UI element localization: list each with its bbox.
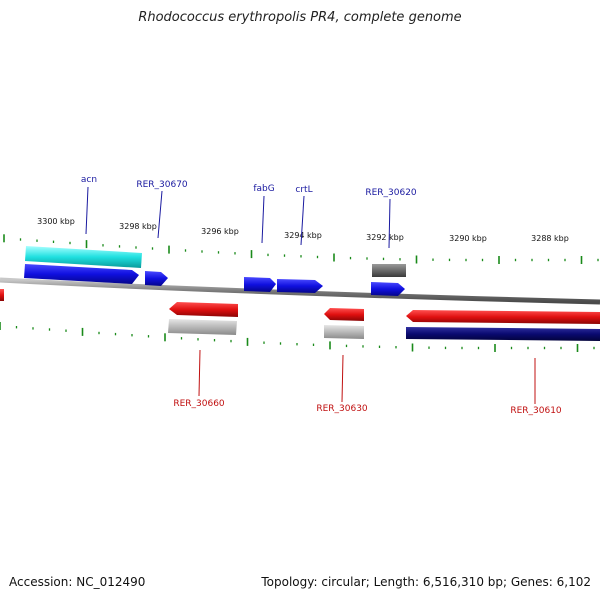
reverse-gene-labels: RER_30660 RER_30630 RER_30610: [173, 399, 562, 416]
gene-left-edge[interactable]: [0, 289, 4, 301]
scale-label: 3298 kbp: [119, 222, 157, 231]
lower-tick-row: [0, 322, 595, 352]
gene-rer-30610[interactable]: [406, 310, 600, 324]
gene-label-fabG[interactable]: fabG: [253, 184, 274, 194]
genome-title: Rhodococcus erythropolis PR4, complete g…: [138, 10, 462, 25]
scale-labels: 3300 kbp 3298 kbp 3296 kbp 3294 kbp 3292…: [37, 217, 569, 243]
feature-rer-30660-gray[interactable]: [168, 319, 237, 335]
gene-acn[interactable]: [24, 264, 139, 284]
scale-label: 3296 kbp: [201, 227, 239, 236]
gene-label-rer-30660[interactable]: RER_30660: [173, 399, 225, 409]
forward-label-leaders: [85, 186, 391, 249]
gene-label-rer-30620[interactable]: RER_30620: [365, 188, 417, 198]
reverse-strand-features: [0, 289, 600, 341]
gene-label-acn[interactable]: acn: [81, 175, 97, 185]
scale-label: 3290 kbp: [449, 234, 487, 243]
gene-rer-30630[interactable]: [324, 308, 364, 321]
gene-label-rer-30630[interactable]: RER_30630: [316, 404, 368, 414]
scale-label: 3288 kbp: [531, 234, 569, 243]
feature-rer-30630-gray[interactable]: [324, 325, 364, 339]
scale-label: 3300 kbp: [37, 217, 75, 226]
genome-summary-text: Topology: circular; Length: 6,516,310 bp…: [261, 575, 591, 589]
gene-label-crtL[interactable]: crtL: [295, 185, 312, 195]
gene-crtL[interactable]: [277, 279, 323, 293]
gene-rer-30620[interactable]: [371, 282, 405, 296]
scale-label: 3294 kbp: [284, 231, 322, 240]
reverse-label-leaders: [198, 349, 536, 404]
upper-tick-row: [3, 234, 599, 264]
forward-gene-labels: acn RER_30670 fabG crtL RER_30620: [81, 175, 417, 198]
feature-rer-30620-gray[interactable]: [372, 264, 406, 277]
gene-rer-30660[interactable]: [169, 302, 238, 317]
feature-rer-30610-navy[interactable]: [406, 327, 600, 341]
feature-acn-cyan[interactable]: [25, 246, 142, 268]
gene-rer-30670[interactable]: [145, 271, 168, 286]
genome-backbone: [0, 277, 600, 305]
forward-strand-features: [24, 246, 406, 296]
gene-label-rer-30670[interactable]: RER_30670: [136, 180, 188, 190]
gene-fabG[interactable]: [244, 277, 276, 292]
accession-text: Accession: NC_012490: [9, 575, 146, 589]
scale-label: 3292 kbp: [366, 233, 404, 242]
gene-label-rer-30610[interactable]: RER_30610: [510, 406, 562, 416]
